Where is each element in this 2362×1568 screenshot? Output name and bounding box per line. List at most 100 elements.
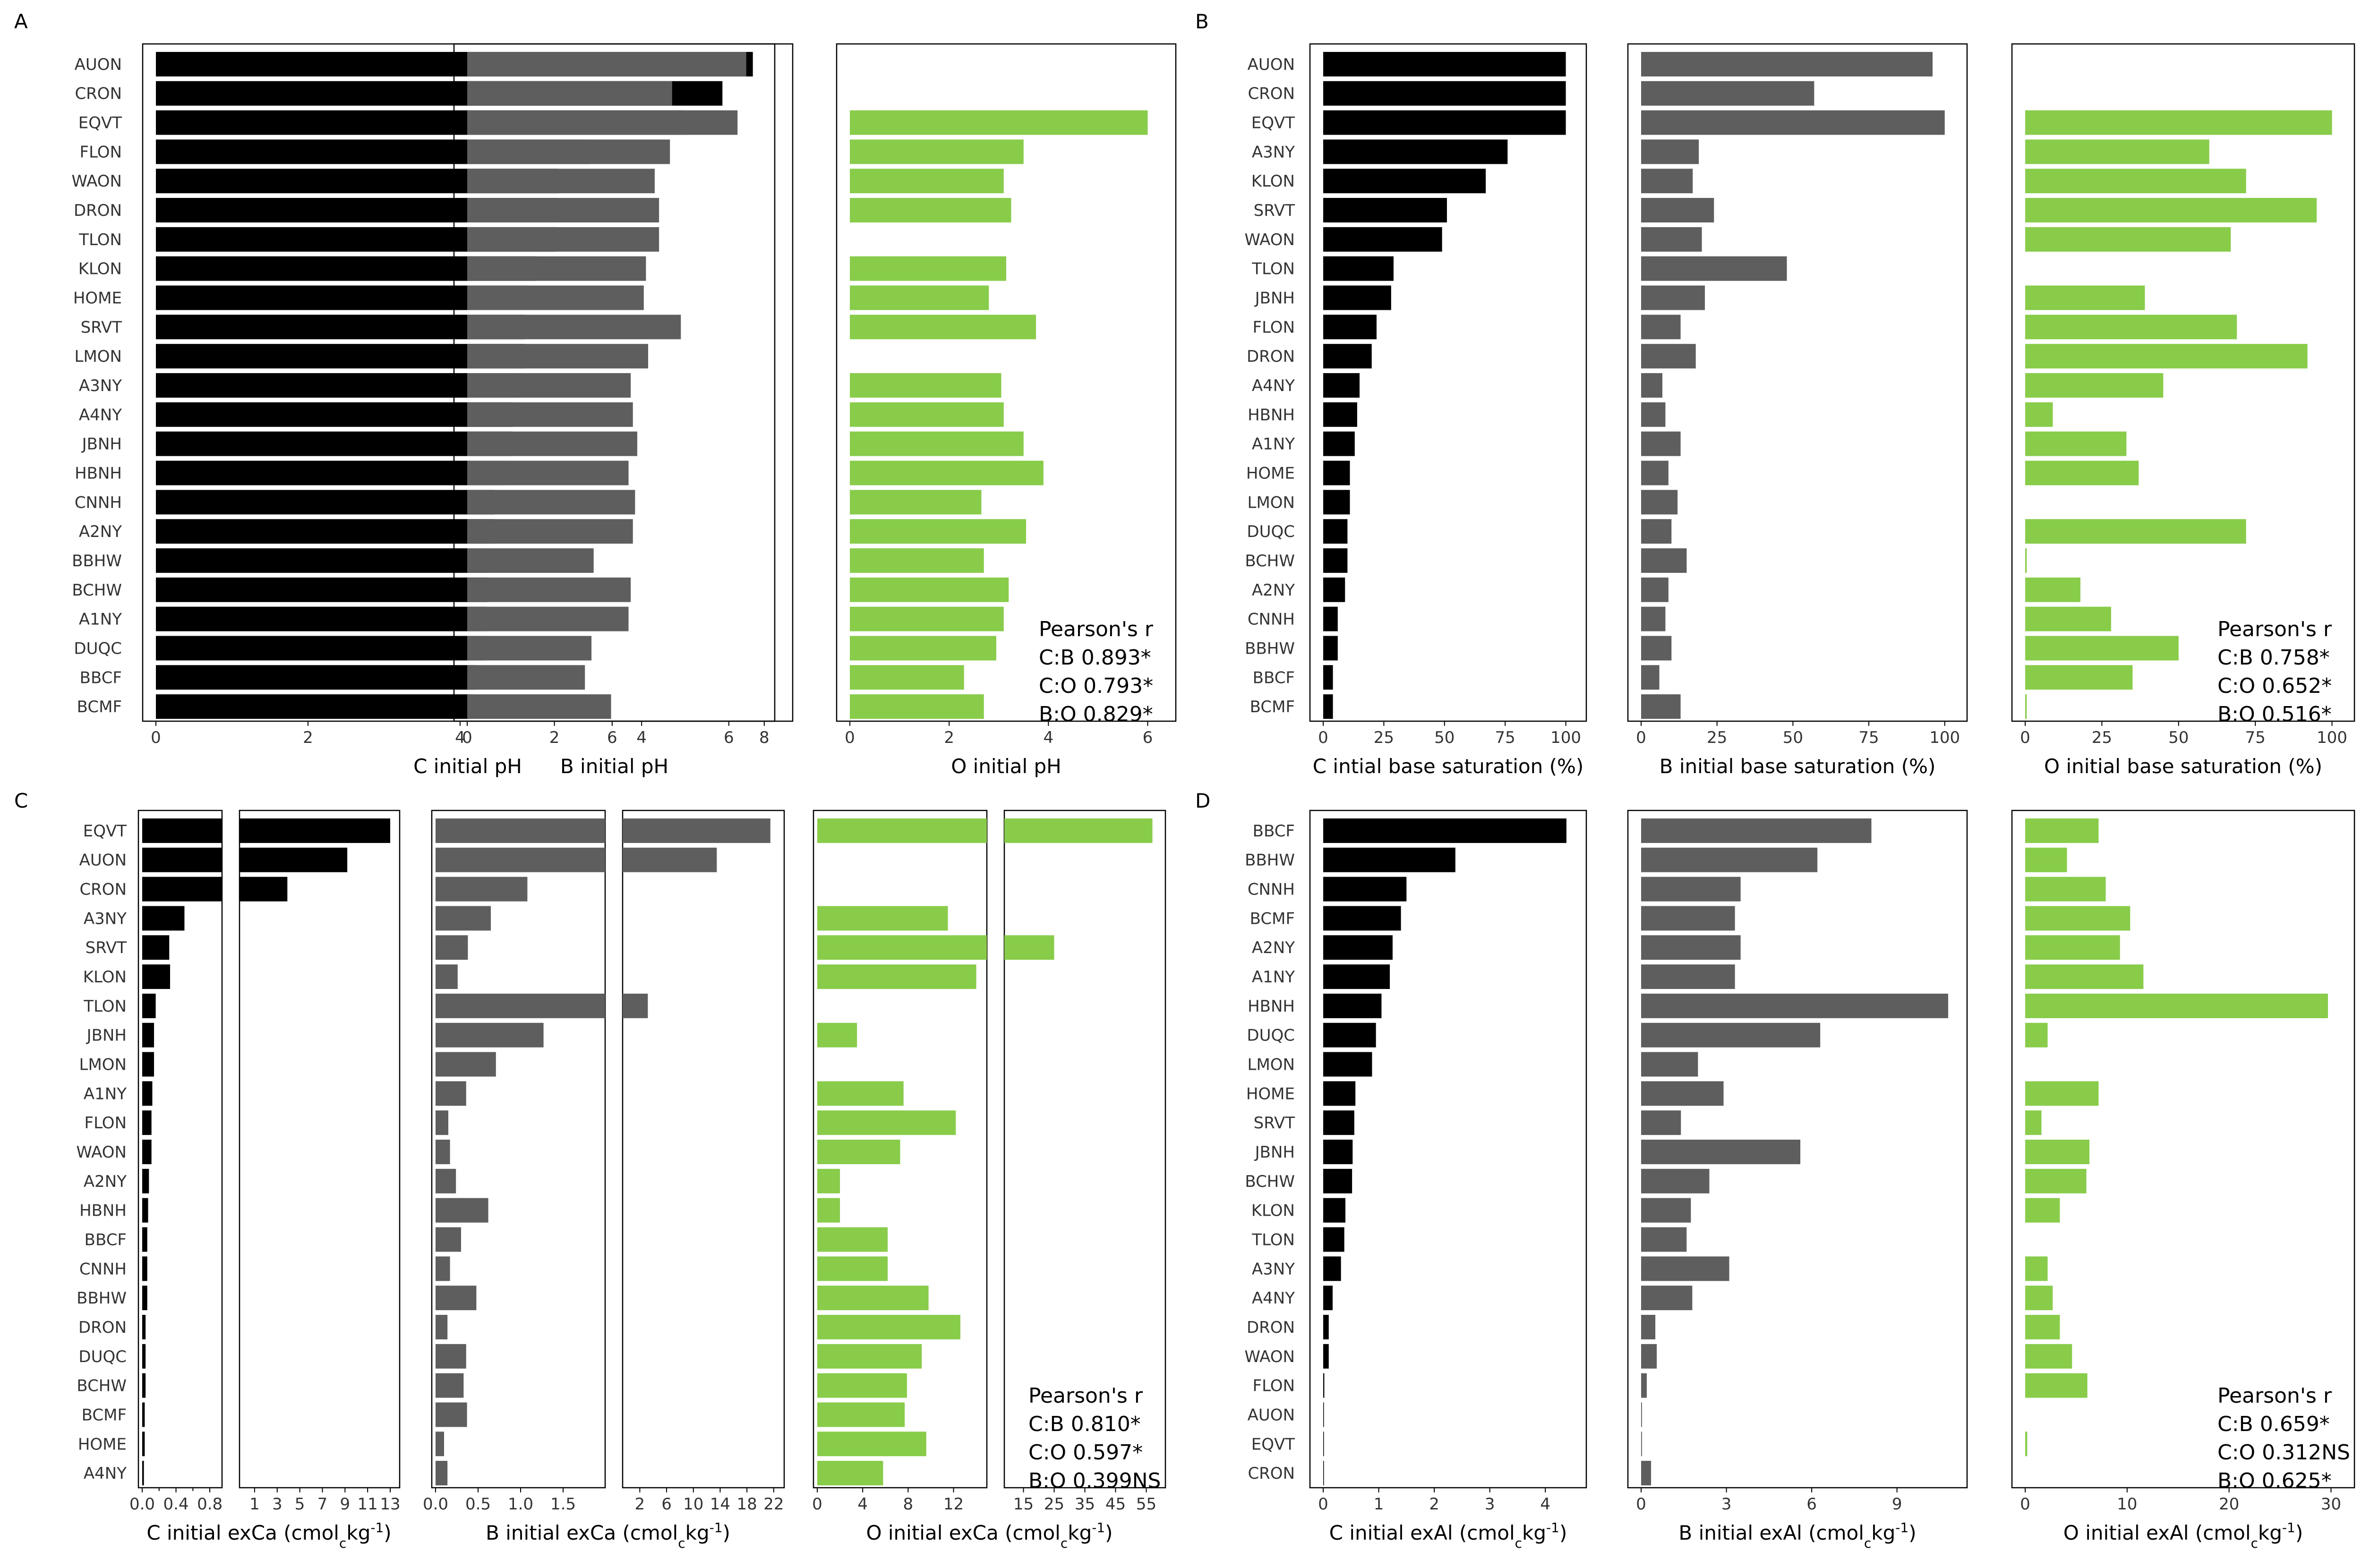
bar [1323, 993, 1382, 1018]
bar [1323, 1081, 1356, 1106]
bar [1641, 964, 1735, 989]
subscript-c: c [1864, 1535, 1871, 1551]
tick-label: 6 [661, 1495, 672, 1514]
bar [850, 548, 984, 573]
tick-label: 4 [857, 1495, 868, 1514]
bar [436, 1023, 544, 1048]
superscript-minus-one: -1 [710, 1520, 723, 1535]
category-label: FLON [85, 1114, 127, 1133]
category-label: BCHW [1245, 1172, 1295, 1191]
bar [2025, 1373, 2088, 1398]
category-label: JBNH [81, 435, 122, 454]
category-label: KLON [78, 260, 122, 279]
bar-lower-segment [142, 847, 222, 872]
bar [817, 1023, 857, 1048]
bar [156, 577, 489, 602]
category-label: DRON [1247, 1318, 1295, 1337]
category-label: FLON [1253, 1377, 1295, 1396]
bar [1323, 694, 1333, 719]
bar [436, 1402, 467, 1427]
bar [1323, 344, 1372, 369]
bar [1641, 847, 1818, 872]
category-label: A4NY [1252, 1289, 1295, 1308]
bar [1323, 1168, 1352, 1193]
category-label: SRVT [1254, 201, 1295, 220]
bar [467, 198, 659, 223]
series-O: 0 4 8 12 15 25 35 45 55 O initial exCa (cmolckg-1… [812, 810, 1166, 1551]
bar [850, 431, 1024, 456]
series-B: 0.0 0.5 1.0 1.5 2 6 10 14 18 22 B initial exCa (cm… [423, 810, 785, 1551]
bar [142, 906, 185, 931]
bar [436, 1140, 450, 1164]
bar [142, 1256, 147, 1281]
category-label: WAON [1244, 230, 1295, 249]
bar [2025, 1344, 2072, 1369]
bar [436, 1344, 466, 1369]
category-label: CRON [1248, 1464, 1295, 1483]
tick-label: 35 [1075, 1495, 1095, 1514]
category-label: A2NY [79, 522, 122, 541]
bar [1323, 373, 1360, 398]
annotation-title: Pearson's r [2217, 1384, 2332, 1408]
bar [467, 636, 592, 661]
label-part: kg [2258, 1521, 2282, 1544]
panel-label-C: C [14, 789, 28, 812]
bar [817, 1140, 900, 1164]
bar [1323, 315, 1377, 340]
category-label: DUQC [1247, 522, 1295, 541]
bar [850, 139, 1024, 164]
category-label: SRVT [86, 938, 127, 957]
bar-upper-segment [1004, 935, 1054, 960]
bar [467, 169, 655, 194]
category-label: JBNH [86, 1026, 127, 1045]
bar-upper-segment [623, 993, 648, 1018]
bar [850, 402, 1004, 427]
category-label: HOME [78, 1435, 127, 1454]
bar [2025, 1314, 2060, 1339]
label-part: C initial exAl (cmol [1329, 1521, 1515, 1544]
bar [467, 139, 670, 164]
bar-upper-segment [623, 818, 770, 843]
bar [817, 1461, 883, 1486]
bar [1641, 577, 1669, 602]
category-label: BCHW [1245, 552, 1295, 571]
bar [1641, 285, 1705, 310]
label-part: kg [1068, 1521, 1092, 1544]
superscript-minus-one: -1 [1895, 1520, 1908, 1535]
annotation-line: C:O 0.793* [1039, 674, 1153, 698]
bar-lower-segment [817, 935, 987, 960]
bar [2025, 1286, 2053, 1311]
superscript-minus-one: -1 [1092, 1520, 1105, 1535]
tick-label: 3 [1485, 1495, 1495, 1514]
bar [2025, 1023, 2048, 1048]
bar [436, 1432, 444, 1457]
x-axis-title: C intial base saturation (%) [1313, 755, 1584, 778]
panel-label-B: B [1195, 10, 1209, 33]
bar [1323, 1227, 1344, 1252]
tick-label: 100 [1550, 728, 1581, 747]
label-part: O initial exCa (cmol [866, 1521, 1060, 1544]
category-label: A3NY [84, 909, 127, 928]
annotation-line: C:B 0.659* [2217, 1412, 2330, 1436]
label-part: ) [1105, 1521, 1113, 1544]
x-axis-title: B initial exAl (cmolckg-1) [1678, 1520, 1916, 1551]
bar [1323, 964, 1390, 989]
bar [1323, 460, 1350, 486]
panel-label-A: A [14, 10, 28, 33]
bar [156, 373, 517, 398]
bar [850, 315, 1036, 340]
category-label: KLON [83, 968, 127, 987]
bar [142, 1052, 154, 1077]
label-part: kg [1522, 1521, 1546, 1544]
bar [156, 285, 529, 310]
annotation-line: B:O 0.516* [2217, 702, 2332, 726]
bar [2025, 402, 2053, 427]
tick-label: 0 [151, 728, 161, 747]
category-label: AUON [1248, 1406, 1295, 1424]
x-axis-title: O initial base saturation (%) [2044, 755, 2322, 778]
bar [1323, 636, 1338, 661]
tick-label: 10 [2117, 1495, 2137, 1514]
category-label: KLON [1251, 172, 1295, 191]
bar [1323, 1023, 1376, 1048]
bar [156, 548, 491, 573]
